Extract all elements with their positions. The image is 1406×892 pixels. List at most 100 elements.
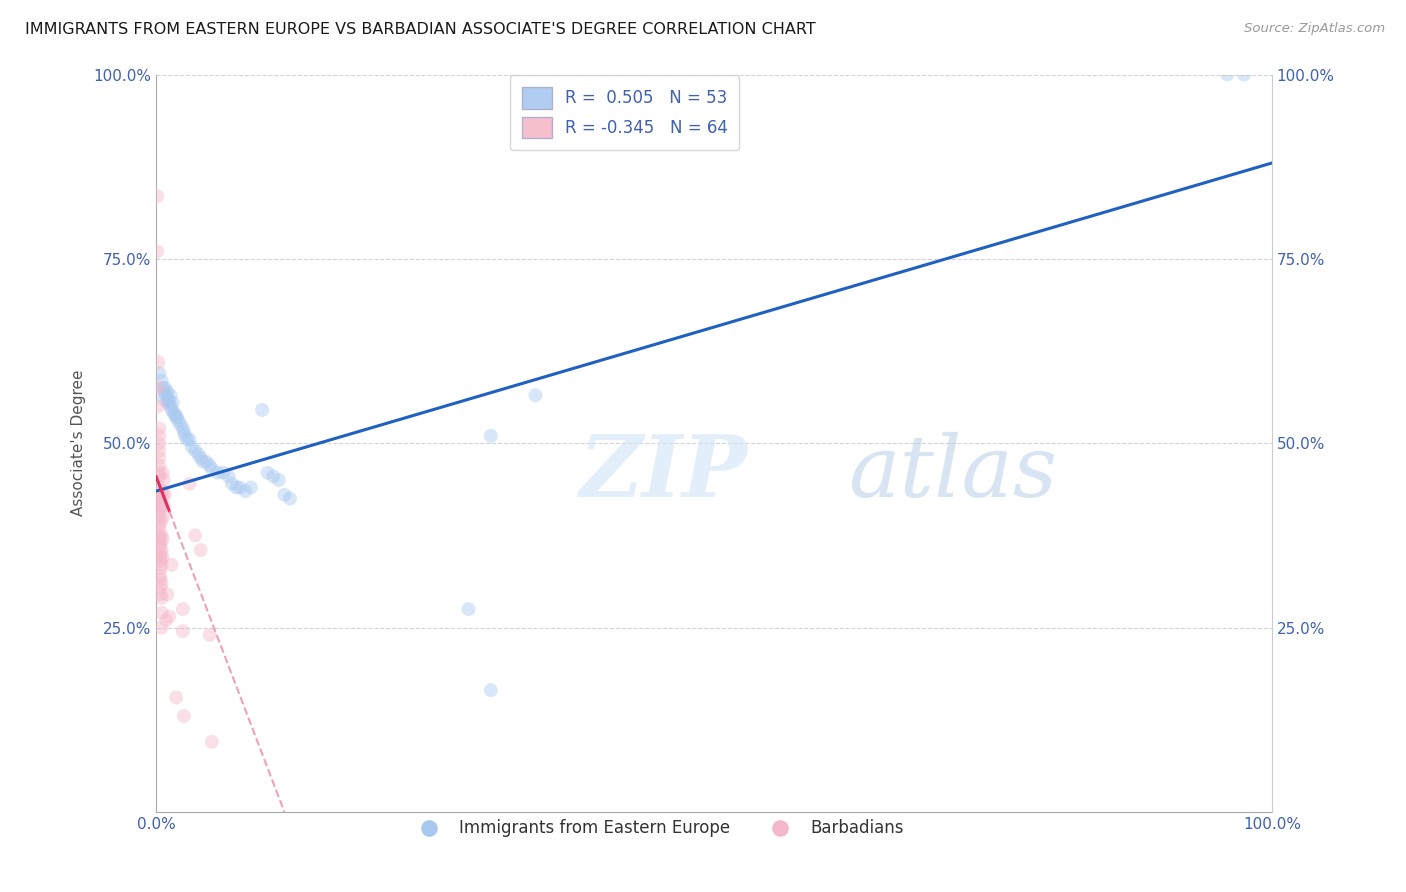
Point [159, 400, 181, 414]
Point [479, 429, 502, 443]
Point [150, 621, 173, 635]
Point [149, 535, 172, 549]
Point [165, 690, 187, 705]
Point [262, 469, 284, 483]
Point [160, 403, 183, 417]
Point [153, 392, 176, 406]
Point [153, 473, 176, 487]
Point [148, 355, 170, 369]
Point [479, 683, 502, 698]
Point [524, 388, 547, 402]
Point [149, 569, 172, 583]
Y-axis label: Associate's Degree: Associate's Degree [72, 370, 86, 516]
Point [273, 488, 295, 502]
Point [160, 558, 183, 572]
Point [148, 443, 170, 458]
Point [148, 450, 170, 465]
Point [148, 469, 170, 483]
Point [1233, 68, 1256, 82]
Point [218, 469, 240, 483]
Point [278, 491, 301, 506]
Point [167, 414, 190, 428]
Point [176, 433, 198, 447]
Text: IMMIGRANTS FROM EASTERN EUROPE VS BARBADIAN ASSOCIATE'S DEGREE CORRELATION CHART: IMMIGRANTS FROM EASTERN EUROPE VS BARBAD… [25, 22, 815, 37]
Point [225, 480, 247, 494]
Point [148, 488, 170, 502]
Point [198, 458, 221, 473]
Point [267, 473, 290, 487]
Point [201, 735, 224, 749]
Point [150, 514, 173, 528]
Point [190, 450, 212, 465]
Point [156, 587, 179, 601]
Point [150, 576, 173, 591]
Point [153, 384, 176, 399]
Point [180, 440, 202, 454]
Point [184, 528, 207, 542]
Point [148, 495, 170, 509]
Legend: Immigrants from Eastern Europe, Barbadians: Immigrants from Eastern Europe, Barbadia… [406, 813, 911, 844]
Point [149, 587, 172, 601]
Point [184, 443, 207, 458]
Point [153, 488, 176, 502]
Point [163, 407, 186, 421]
Point [156, 384, 179, 399]
Point [148, 366, 170, 380]
Point [150, 543, 173, 558]
Point [148, 458, 170, 473]
Point [173, 709, 195, 723]
Point [150, 591, 173, 605]
Point [149, 540, 172, 554]
Point [179, 433, 201, 447]
Point [156, 395, 179, 409]
Point [198, 628, 221, 642]
Point [146, 189, 169, 203]
Point [150, 558, 173, 572]
Point [201, 462, 224, 476]
Point [148, 510, 170, 524]
Point [172, 421, 194, 435]
Point [162, 395, 184, 409]
Point [233, 484, 256, 499]
Point [173, 425, 195, 439]
Point [155, 388, 177, 402]
Point [149, 554, 172, 568]
Point [155, 613, 177, 627]
Point [149, 550, 172, 565]
Point [150, 499, 173, 513]
Point [174, 429, 197, 443]
Point [146, 244, 169, 259]
Point [148, 381, 170, 395]
Point [148, 421, 170, 435]
Point [148, 480, 170, 494]
Point [150, 606, 173, 620]
Point [212, 466, 235, 480]
Point [148, 436, 170, 450]
Point [152, 550, 174, 565]
Point [148, 400, 170, 414]
Point [152, 488, 174, 502]
Point [152, 466, 174, 480]
Point [221, 476, 243, 491]
Point [187, 447, 209, 461]
Point [195, 455, 218, 469]
Point [148, 506, 170, 520]
Point [169, 417, 191, 432]
Point [159, 395, 181, 409]
Point [159, 388, 181, 402]
Point [152, 510, 174, 524]
Point [149, 580, 172, 594]
Point [191, 455, 214, 469]
Text: ZIP: ZIP [581, 431, 748, 515]
Point [149, 573, 172, 587]
Point [207, 466, 229, 480]
Point [149, 561, 172, 575]
Point [148, 532, 170, 546]
Point [153, 499, 176, 513]
Point [150, 374, 173, 388]
Text: atlas: atlas [848, 432, 1057, 514]
Point [229, 480, 252, 494]
Point [1216, 68, 1239, 82]
Point [152, 381, 174, 395]
Point [150, 484, 173, 499]
